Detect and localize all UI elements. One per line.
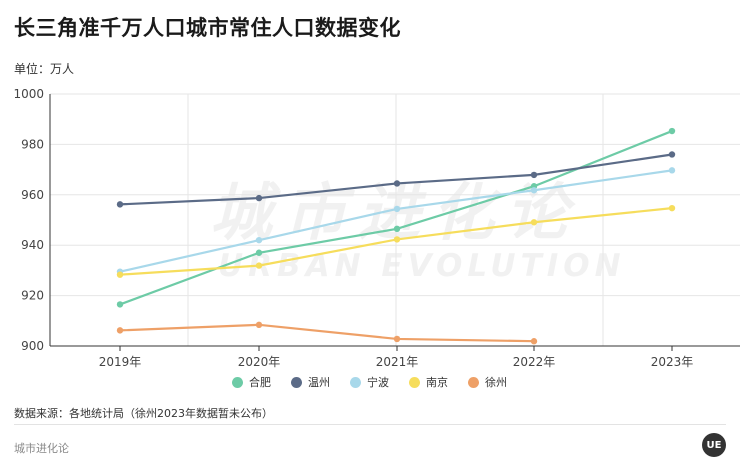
- chart-title: 长三角准千万人口城市常住人口数据变化: [14, 16, 401, 40]
- data-point-3: [116, 271, 124, 278]
- y-tick-label: 940: [21, 238, 44, 252]
- legend-item: 合肥: [232, 374, 271, 390]
- data-point-1: [116, 201, 124, 208]
- data-point-4: [530, 338, 538, 345]
- data-point-4: [393, 335, 401, 343]
- data-point-2: [393, 205, 401, 213]
- legend-label: 合肥: [249, 376, 271, 389]
- legend-dot-icon: [232, 376, 243, 388]
- data-point-3: [668, 204, 676, 212]
- data-point-0: [668, 127, 676, 135]
- x-tick-label: 2019年: [99, 355, 142, 369]
- legend-label: 徐州: [485, 376, 507, 389]
- data-point-4: [116, 327, 124, 334]
- data-point-2: [530, 187, 538, 194]
- footer-divider: [14, 424, 726, 425]
- legend-label: 南京: [426, 376, 448, 389]
- data-point-4: [255, 321, 263, 329]
- data-point-1: [668, 151, 676, 158]
- legend-item: 温州: [291, 374, 330, 390]
- data-point-0: [393, 225, 401, 233]
- data-point-3: [393, 236, 401, 243]
- x-tick-label: 2020年: [238, 355, 281, 369]
- x-tick-label: 2023年: [651, 355, 694, 369]
- unit-label: 单位：万人: [14, 62, 75, 76]
- data-point-1: [255, 194, 263, 202]
- legend-item: 宁波: [350, 374, 389, 390]
- legend-label: 宁波: [367, 376, 389, 389]
- legend: 合肥 温州 宁波 南京 徐州: [232, 374, 507, 390]
- series-line-4: [119, 323, 535, 343]
- data-point-2: [255, 236, 263, 244]
- legend-dot-icon: [350, 376, 361, 388]
- y-tick-label: 980: [21, 137, 44, 151]
- data-point-3: [255, 262, 263, 269]
- x-tick-label: 2021年: [376, 355, 419, 369]
- source-note: 数据来源：各地统计局（徐州2023年数据暂未公布）: [14, 407, 273, 420]
- legend-label: 温州: [308, 376, 330, 389]
- watermark-en: URBAN EVOLUTION: [218, 248, 626, 284]
- brand-logo-icon: UE: [702, 433, 726, 457]
- data-point-3: [530, 219, 538, 226]
- footer-brand: 城市进化论: [14, 442, 69, 455]
- data-point-2: [668, 167, 676, 174]
- y-tick-label: 1000: [13, 87, 44, 101]
- legend-dot-icon: [409, 376, 420, 388]
- data-point-0: [255, 249, 263, 256]
- legend-dot-icon: [468, 376, 479, 388]
- x-tick-label: 2022年: [513, 355, 556, 369]
- y-tick-label: 900: [21, 339, 44, 353]
- y-tick-label: 960: [21, 188, 44, 202]
- legend-item: 南京: [409, 374, 448, 390]
- legend-dot-icon: [291, 376, 302, 388]
- data-point-1: [393, 180, 401, 187]
- y-tick-label: 920: [21, 289, 44, 303]
- line-chart: 900 920 940 960 980 1000 2019年 2020年 2021年 2022年 2…: [13, 87, 740, 369]
- legend-item: 徐州: [468, 374, 507, 390]
- data-point-1: [530, 171, 538, 179]
- data-point-0: [116, 301, 124, 308]
